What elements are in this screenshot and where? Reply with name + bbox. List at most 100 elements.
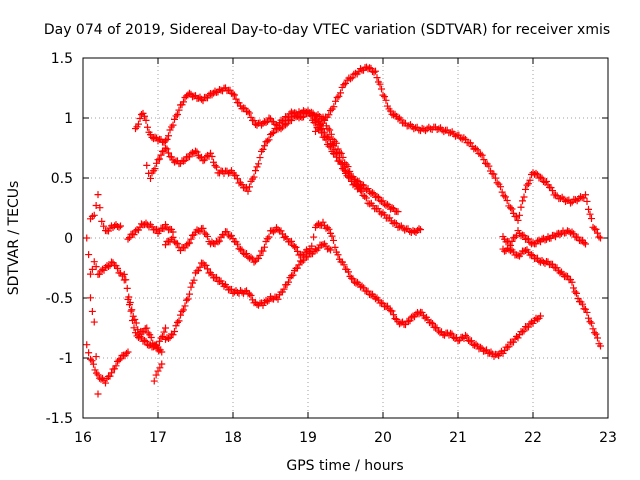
data-point (460, 134, 468, 142)
data-point (328, 232, 336, 240)
data-point (304, 253, 312, 261)
data-point (485, 162, 493, 170)
data-point (331, 243, 339, 251)
data-point (388, 307, 396, 315)
data-point (264, 235, 271, 243)
data-point (142, 219, 150, 227)
data-point (131, 315, 139, 323)
data-point (325, 225, 333, 233)
data-point (199, 157, 207, 165)
data-point (92, 353, 100, 361)
data-point (580, 194, 588, 202)
data-point (540, 234, 547, 242)
data-point (501, 347, 508, 355)
data-point (362, 194, 370, 202)
data-point (223, 228, 231, 236)
data-point (312, 112, 320, 120)
series-trace-3 (83, 341, 132, 387)
data-point (152, 371, 160, 379)
data-point (174, 240, 181, 248)
data-point (396, 223, 404, 231)
data-point (367, 291, 375, 299)
data-point (337, 89, 344, 97)
data-point (366, 64, 373, 72)
data-point (234, 240, 241, 248)
data-point (94, 371, 102, 379)
data-point (158, 348, 166, 356)
data-point (567, 199, 574, 207)
data-point (562, 197, 569, 205)
plot-frame (82, 57, 609, 419)
data-point (250, 117, 258, 125)
data-point (572, 196, 579, 204)
data-point (256, 154, 264, 162)
data-point (288, 117, 295, 125)
x-tick-label: 17 (149, 430, 167, 446)
data-point (208, 238, 216, 246)
data-point (83, 341, 91, 349)
data-point (144, 123, 151, 131)
data-point (347, 172, 355, 180)
data-point (415, 126, 423, 134)
data-point (505, 343, 513, 351)
data-point (372, 295, 379, 303)
series-trace-12 (312, 63, 604, 242)
data-point (229, 235, 237, 243)
y-tick-label: 0 (64, 231, 73, 247)
data-point (525, 180, 532, 188)
data-point (162, 324, 169, 332)
data-point (333, 153, 340, 161)
data-point (381, 93, 388, 101)
data-point (528, 251, 535, 259)
data-point (541, 236, 549, 244)
data-point (588, 319, 595, 327)
data-point (592, 225, 600, 233)
data-point (186, 239, 193, 247)
data-point (177, 246, 184, 254)
data-point (277, 227, 285, 235)
data-point (274, 295, 282, 303)
data-point (195, 94, 202, 102)
series-trace-15 (499, 227, 589, 249)
data-point (357, 283, 364, 291)
data-point (90, 360, 97, 368)
data-point (169, 233, 177, 241)
data-point (348, 274, 355, 282)
data-point (171, 158, 178, 166)
data-point (595, 233, 603, 241)
data-point (187, 235, 195, 243)
data-point (382, 96, 390, 104)
data-point (265, 114, 273, 122)
data-point (594, 229, 601, 237)
data-point (180, 157, 187, 165)
data-point (317, 121, 324, 129)
data-point (336, 148, 344, 156)
data-point (346, 168, 354, 176)
y-tick-label: -1 (59, 351, 73, 367)
data-point (303, 246, 310, 254)
data-point (344, 163, 352, 171)
data-point (497, 183, 504, 191)
data-point (349, 173, 357, 181)
data-point (129, 230, 136, 238)
data-point (514, 334, 522, 342)
data-point (211, 87, 219, 95)
data-point (394, 208, 402, 216)
data-point (150, 377, 158, 385)
data-point (543, 177, 550, 185)
data-point (310, 233, 318, 241)
data-point (126, 298, 134, 306)
data-point (513, 213, 520, 221)
data-point (427, 318, 435, 326)
data-point (288, 237, 295, 245)
data-point (429, 319, 436, 327)
data-point (291, 243, 298, 251)
data-point (232, 95, 240, 103)
data-point (502, 193, 509, 201)
data-point (150, 135, 157, 143)
data-point (87, 355, 94, 363)
data-point (165, 335, 172, 343)
data-point (334, 251, 342, 259)
data-point (520, 247, 528, 255)
data-point (244, 108, 252, 116)
